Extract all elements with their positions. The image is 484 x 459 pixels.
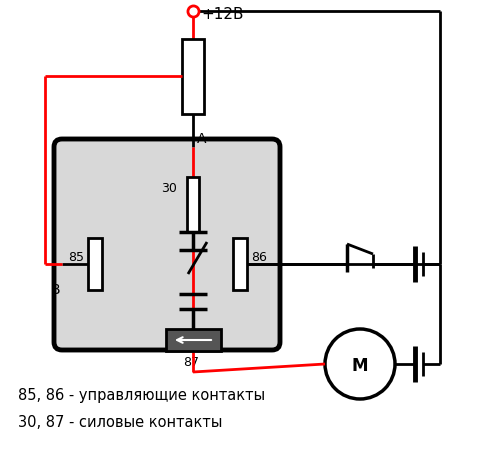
Text: M: M [352, 356, 368, 374]
Text: 85: 85 [68, 251, 84, 263]
Circle shape [325, 329, 395, 399]
Text: 86: 86 [251, 251, 267, 263]
Text: 85, 86 - управляющие контакты: 85, 86 - управляющие контакты [18, 387, 265, 402]
Text: A: A [197, 132, 207, 146]
Text: 30, 87 - силовые контакты: 30, 87 - силовые контакты [18, 414, 222, 429]
FancyBboxPatch shape [54, 140, 280, 350]
Text: 30: 30 [161, 182, 177, 195]
Bar [187, 178, 199, 233]
Text: 87: 87 [183, 355, 199, 368]
Text: +12В: +12В [201, 6, 243, 22]
Bar [182, 40, 204, 115]
Bar [88, 239, 102, 291]
Text: B: B [50, 282, 60, 297]
Bar [166, 329, 221, 351]
Bar [233, 239, 247, 291]
